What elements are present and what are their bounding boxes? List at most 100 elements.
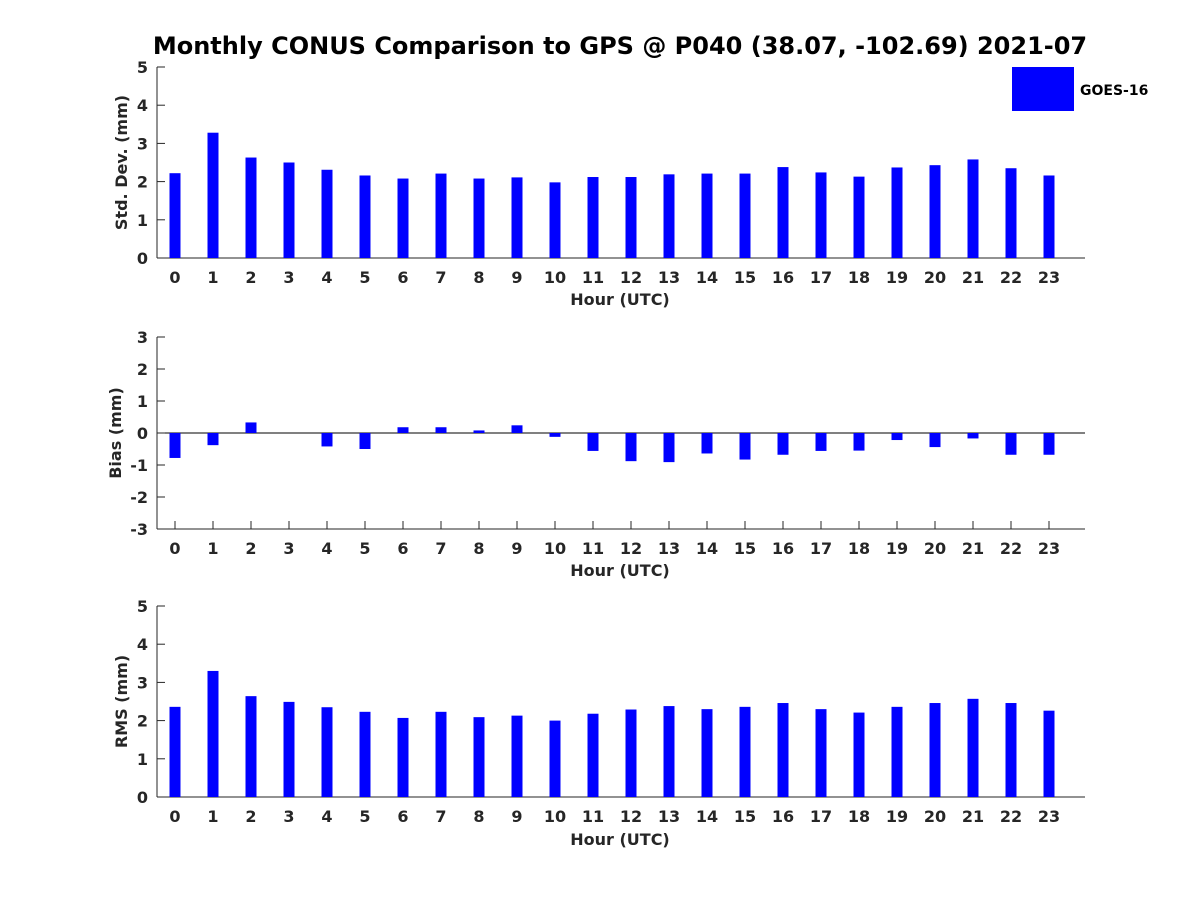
x-tick-label: 0 xyxy=(169,807,180,826)
x-tick-label: 7 xyxy=(435,268,446,287)
std-dev-bar xyxy=(625,177,637,258)
y-tick-label: -1 xyxy=(130,456,148,475)
x-tick-label: 1 xyxy=(207,807,218,826)
x-tick-label: 22 xyxy=(1000,807,1022,826)
x-tick-label: 23 xyxy=(1038,268,1060,287)
y-tick-label: 0 xyxy=(137,424,148,443)
legend-label: GOES-16 xyxy=(1080,83,1148,99)
x-tick-label: 9 xyxy=(511,539,522,558)
rms-bar xyxy=(473,717,485,797)
x-tick-label: 3 xyxy=(283,268,294,287)
std-dev-bar xyxy=(435,173,447,258)
x-tick-label: 13 xyxy=(658,807,680,826)
x-tick-label: 20 xyxy=(924,268,946,287)
y-tick-label: 3 xyxy=(137,673,148,692)
rms-bar xyxy=(777,703,789,797)
x-tick-label: 2 xyxy=(245,539,256,558)
x-tick-label: 22 xyxy=(1000,268,1022,287)
x-tick-label: 11 xyxy=(582,807,604,826)
y-tick-label: 2 xyxy=(137,360,148,379)
x-tick-label: 18 xyxy=(848,807,870,826)
rms-bar xyxy=(435,711,447,797)
x-tick-label: 5 xyxy=(359,539,370,558)
bias-bar xyxy=(891,433,903,441)
x-tick-label: 19 xyxy=(886,268,908,287)
std-dev-bar xyxy=(359,175,371,258)
std-dev-bar xyxy=(891,167,903,258)
x-tick-label: 7 xyxy=(435,807,446,826)
bias-bar xyxy=(701,433,713,454)
x-tick-label: 16 xyxy=(772,268,794,287)
x-tick-label: 4 xyxy=(321,539,332,558)
bias-bar xyxy=(245,422,257,433)
rms-bar xyxy=(701,709,713,797)
rms-bar xyxy=(967,698,979,797)
x-tick-label: 6 xyxy=(397,539,408,558)
std-dev-bar xyxy=(815,172,827,258)
y-tick-label: 2 xyxy=(137,712,148,731)
bias-bar xyxy=(663,433,675,463)
x-tick-label: 1 xyxy=(207,539,218,558)
std-dev-bar xyxy=(511,177,523,258)
rms-bar xyxy=(321,707,333,797)
std-dev-bar xyxy=(473,178,485,258)
rms-bar xyxy=(853,712,865,797)
x-tick-label: 7 xyxy=(435,539,446,558)
x-tick-label: 14 xyxy=(696,539,718,558)
bias-bar xyxy=(359,433,371,449)
x-tick-label: 17 xyxy=(810,807,832,826)
x-tick-label: 10 xyxy=(544,268,566,287)
x-tick-label: 0 xyxy=(169,268,180,287)
x-tick-label: 5 xyxy=(359,807,370,826)
x-tick-label: 19 xyxy=(886,807,908,826)
bias-bar xyxy=(321,433,333,447)
bias-bar xyxy=(169,433,181,458)
std-dev-bar xyxy=(169,173,181,258)
rms-bar xyxy=(739,706,751,797)
bias-bar xyxy=(625,433,637,462)
std-dev-bar xyxy=(207,132,219,258)
x-tick-label: 0 xyxy=(169,539,180,558)
x-tick-label: 21 xyxy=(962,268,984,287)
rms-bar xyxy=(891,706,903,797)
x-tick-label: 12 xyxy=(620,539,642,558)
bias-bar xyxy=(511,425,523,433)
y-tick-label: 3 xyxy=(137,328,148,347)
x-tick-label: 9 xyxy=(511,268,522,287)
x-tick-label: 21 xyxy=(962,807,984,826)
x-tick-label: 9 xyxy=(511,807,522,826)
y-tick-label: 4 xyxy=(137,635,148,654)
x-tick-label: 21 xyxy=(962,539,984,558)
rms-bar xyxy=(283,701,295,797)
x-tick-label: 1 xyxy=(207,268,218,287)
x-tick-label: 16 xyxy=(772,807,794,826)
x-axis-label: Hour (UTC) xyxy=(570,561,670,580)
x-tick-label: 23 xyxy=(1038,807,1060,826)
x-tick-label: 20 xyxy=(924,807,946,826)
bias-bar xyxy=(397,427,409,433)
x-tick-label: 20 xyxy=(924,539,946,558)
x-tick-label: 15 xyxy=(734,268,756,287)
x-tick-label: 3 xyxy=(283,539,294,558)
bias-bar xyxy=(207,433,219,446)
x-tick-label: 17 xyxy=(810,268,832,287)
rms-bar xyxy=(587,713,599,797)
x-axis-label: Hour (UTC) xyxy=(570,290,670,309)
bias-bar xyxy=(1043,433,1055,455)
std-dev-bar xyxy=(549,182,561,258)
std-dev-bar xyxy=(245,157,257,258)
x-tick-label: 5 xyxy=(359,268,370,287)
x-tick-label: 3 xyxy=(283,807,294,826)
x-tick-label: 11 xyxy=(582,268,604,287)
std-dev-bar xyxy=(777,167,789,258)
y-tick-label: -2 xyxy=(130,488,148,507)
bias-bar xyxy=(739,433,751,460)
std-dev-bar xyxy=(283,162,295,258)
x-tick-label: 6 xyxy=(397,807,408,826)
x-tick-label: 2 xyxy=(245,268,256,287)
y-tick-label: 4 xyxy=(137,96,148,115)
x-tick-label: 22 xyxy=(1000,539,1022,558)
